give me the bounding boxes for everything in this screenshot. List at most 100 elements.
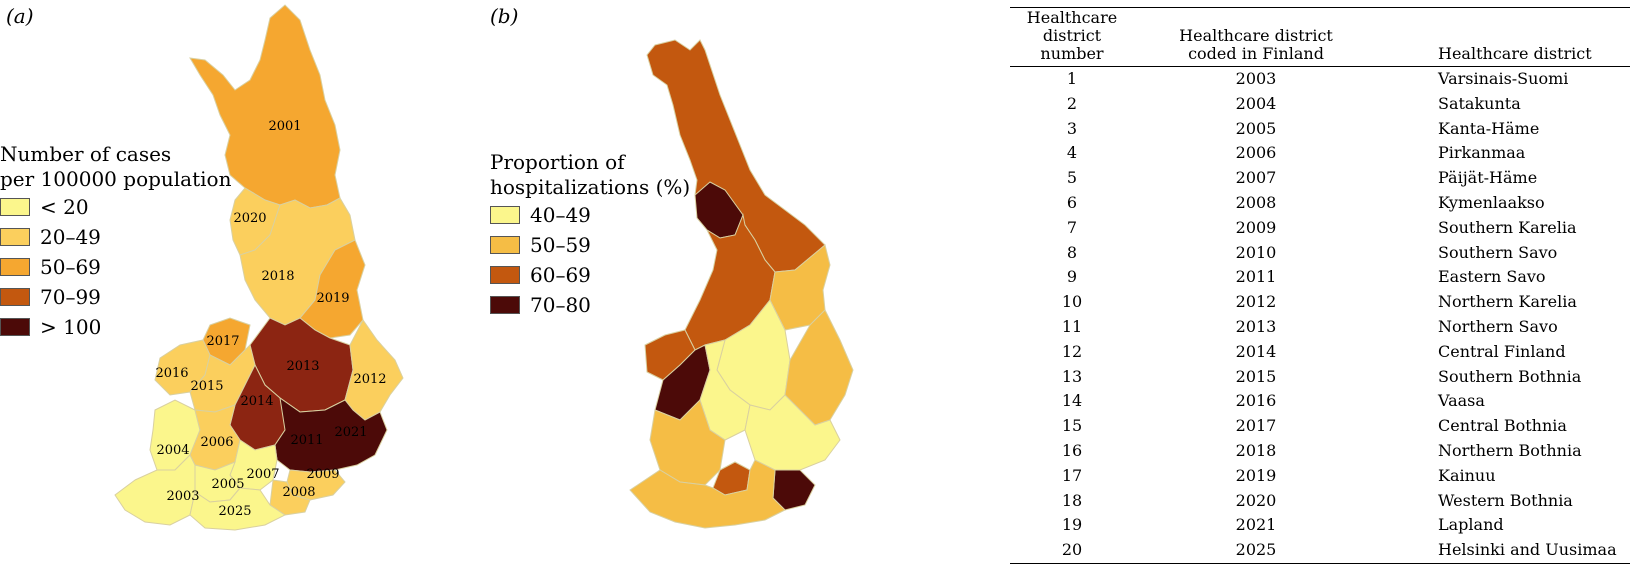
table-row: 5 2007 Päijät-Häme	[1010, 166, 1630, 191]
table-row: 14 2016 Vaasa	[1010, 389, 1630, 414]
hospitalization-legend-swatch	[490, 236, 520, 254]
district-code-cell: 2003	[1235, 69, 1277, 88]
district-number-cell: 11	[1061, 316, 1083, 336]
hospitalization-legend-label: 40–49	[530, 202, 591, 227]
district-name-cell: Northern Bothnia	[1438, 440, 1582, 460]
incidence-legend-swatch	[0, 318, 30, 336]
incidence-legend-label: 70–99	[40, 284, 101, 309]
district-code-cell: 2008	[1235, 192, 1277, 212]
incidence-legend-entry: > 100	[0, 312, 231, 342]
region-code-label: 2014	[240, 394, 273, 409]
district-name-cell: Kanta-Häme	[1438, 118, 1540, 138]
district-code-cell: 2006	[1235, 143, 1277, 163]
region-code-label: 2003	[166, 489, 199, 504]
table-row: 18 2020 Western Bothnia	[1010, 489, 1630, 514]
region-code-label: 2017	[206, 334, 239, 349]
table-row: 17 2019 Kainuu	[1010, 464, 1630, 489]
district-name-cell: Vaasa	[1438, 391, 1485, 411]
district-number-cell: 14	[1061, 391, 1083, 411]
district-name-cell: Western Bothnia	[1438, 490, 1573, 510]
hospitalization-legend-entry: 60–69	[490, 260, 690, 290]
hospitalization-legend-entry: 40–49	[490, 200, 690, 230]
region-code-label: 2013	[286, 359, 319, 374]
region-code-label: 2016	[155, 366, 188, 381]
incidence-legend-swatch	[0, 228, 30, 246]
district-code-cell: 2018	[1235, 440, 1277, 460]
district-number-cell: 19	[1061, 515, 1083, 535]
hospitalization-legend-label: 60–69	[530, 262, 591, 287]
district-number-cell: 2	[1066, 93, 1078, 113]
district-code-cell: 2009	[1235, 217, 1277, 237]
district-name-cell: Eastern Savo	[1438, 267, 1546, 287]
table-row: 20 2025 Helsinki and Uusimaa	[1010, 538, 1630, 564]
hospitalization-legend-entry: 50–59	[490, 230, 690, 260]
incidence-legend-entry: < 20	[0, 192, 231, 222]
district-code-cell: 2020	[1235, 490, 1277, 510]
district-code-cell: 2005	[1235, 118, 1277, 138]
district-number-cell: 16	[1061, 440, 1083, 460]
district-name-cell: Lapland	[1438, 515, 1504, 535]
incidence-legend-entry: 70–99	[0, 282, 231, 312]
district-number-cell: 15	[1061, 416, 1083, 436]
incidence-legend-swatch	[0, 288, 30, 306]
incidence-legend-swatch	[0, 258, 30, 276]
incidence-legend-label: 20–49	[40, 224, 101, 249]
district-number-cell: 1	[1066, 69, 1078, 88]
hospitalization-legend-title: Proportion of hospitalizations (%)	[490, 150, 691, 199]
table-row: 16 2018 Northern Bothnia	[1010, 439, 1630, 464]
district-code-cell: 2014	[1235, 341, 1277, 361]
district-code-cell: 2019	[1235, 465, 1277, 485]
incidence-legend-swatch	[0, 198, 30, 216]
district-code-cell: 2012	[1235, 292, 1277, 312]
district-code-cell: 2013	[1235, 316, 1277, 336]
incidence-legend-label: < 20	[40, 194, 89, 219]
region-code-label: 2015	[190, 379, 223, 394]
header-district-name: Healthcare district	[1438, 44, 1592, 63]
hospitalization-map	[629, 39, 854, 529]
hospitalization-legend-entry: 70–80	[490, 290, 690, 320]
district-number-cell: 6	[1066, 192, 1078, 212]
table-row: 11 2013 Northern Savo	[1010, 315, 1630, 340]
panel-a-tag: (a)	[6, 4, 34, 28]
table-row: 1 2003 Varsinais-Suomi	[1010, 67, 1630, 92]
district-code-cell: 2015	[1235, 366, 1277, 386]
table-row: 3 2005 Kanta-Häme	[1010, 117, 1630, 142]
district-number-cell: 20	[1061, 540, 1083, 560]
region-code-label: 2025	[218, 504, 251, 519]
district-name-cell: Pirkanmaa	[1438, 143, 1526, 163]
incidence-legend-label: 50–69	[40, 254, 101, 279]
district-number-cell: 12	[1061, 341, 1083, 361]
district-name-cell: Northern Savo	[1438, 316, 1558, 336]
table-row: 19 2021 Lapland	[1010, 513, 1630, 538]
region-code-label: 2009	[306, 467, 339, 482]
table-row: 2 2004 Satakunta	[1010, 92, 1630, 117]
region-code-label: 2011	[290, 433, 323, 448]
district-number-cell: 5	[1066, 168, 1078, 188]
header-district-number: Healthcare district number	[1026, 8, 1118, 63]
district-code-cell: 2021	[1235, 515, 1277, 535]
region-code-label: 2006	[200, 435, 233, 450]
district-name-cell: Southern Savo	[1438, 242, 1558, 262]
district-name-cell: Helsinki and Uusimaa	[1438, 540, 1617, 560]
table-header-row: Healthcare district number Healthcare di…	[1010, 7, 1630, 67]
hospitalization-legend-swatch	[490, 296, 520, 314]
table-row: 9 2011 Eastern Savo	[1010, 265, 1630, 290]
region-2025	[189, 487, 286, 531]
incidence-legend: Number of cases per 100000 population < …	[0, 142, 231, 342]
region-code-label: 2020	[233, 211, 266, 226]
district-number-cell: 7	[1066, 217, 1078, 237]
region-code-label: 2004	[156, 443, 189, 458]
region-code-label: 2012	[353, 372, 386, 387]
table-row: 8 2010 Southern Savo	[1010, 241, 1630, 266]
district-code-cell: 2010	[1235, 242, 1277, 262]
region-southern-coast	[629, 459, 786, 529]
region-code-label: 2018	[261, 269, 294, 284]
region-code-label: 2019	[316, 291, 349, 306]
table-row: 4 2006 Pirkanmaa	[1010, 141, 1630, 166]
table-row: 6 2008 Kymenlaakso	[1010, 191, 1630, 216]
table-row: 12 2014 Central Finland	[1010, 340, 1630, 365]
hospitalization-legend-label: 50–59	[530, 232, 591, 257]
district-name-cell: Northern Karelia	[1438, 292, 1577, 312]
district-number-cell: 9	[1066, 267, 1078, 287]
